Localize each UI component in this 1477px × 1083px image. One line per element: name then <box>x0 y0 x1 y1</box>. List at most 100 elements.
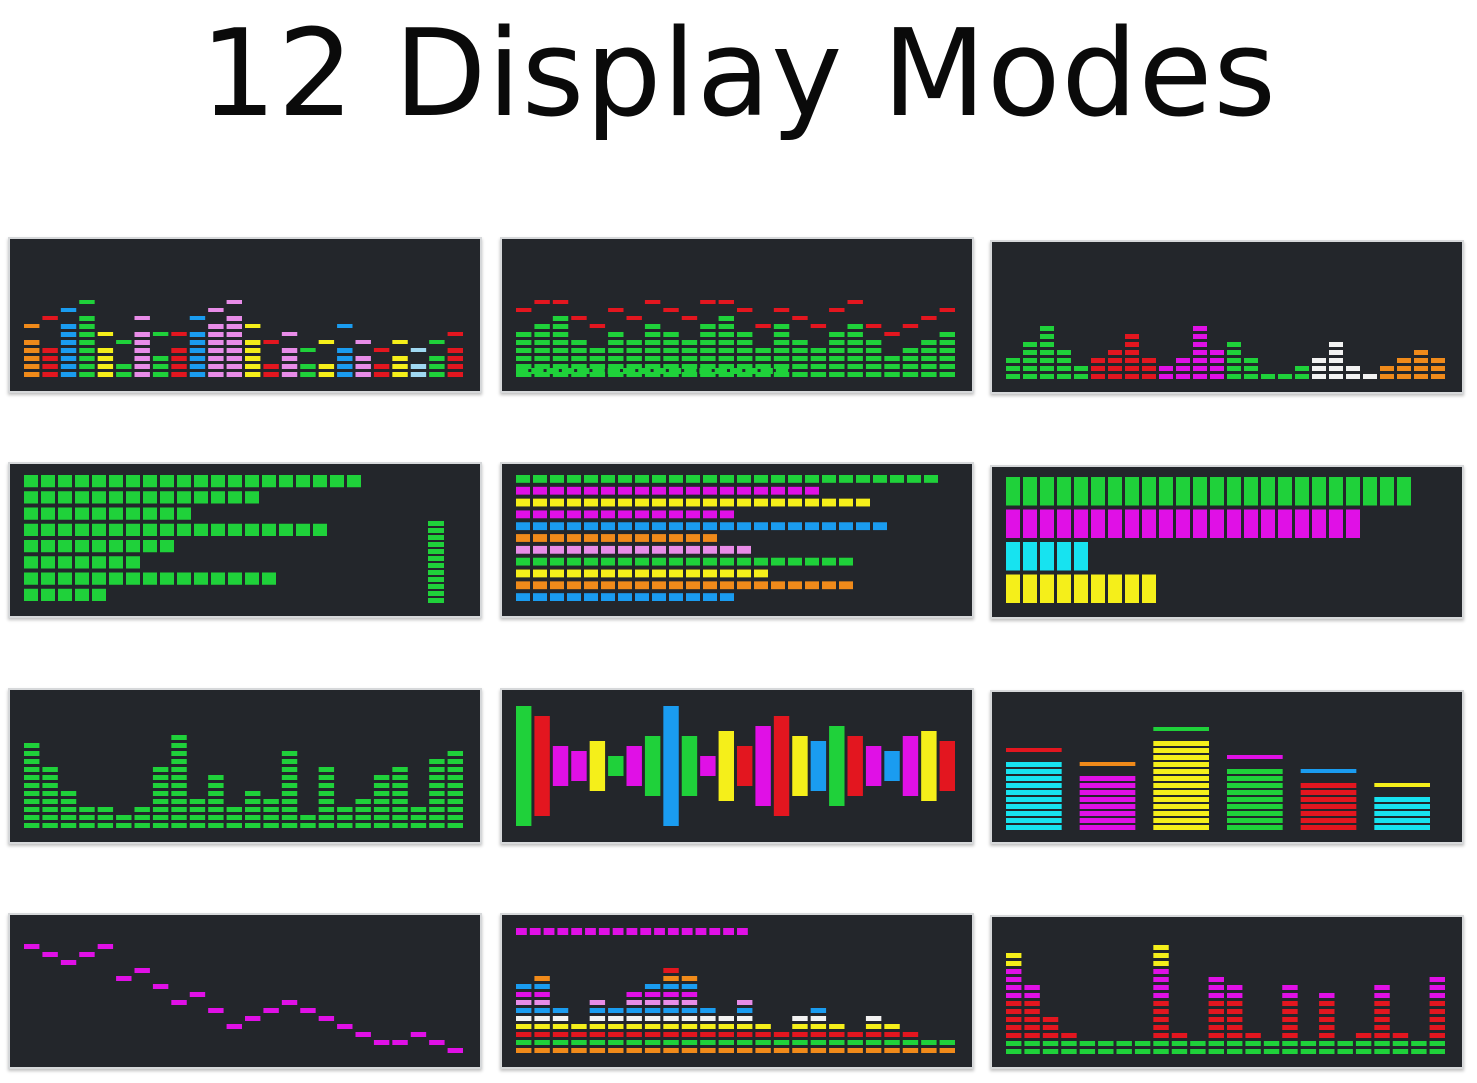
peak-marker <box>281 332 298 336</box>
row-segment <box>177 572 191 585</box>
channel-segment <box>1153 776 1209 781</box>
wave-bar <box>884 751 900 781</box>
row-segment <box>1040 574 1054 603</box>
row-segment <box>720 557 734 566</box>
bar-segment <box>60 332 77 337</box>
row-segment <box>771 557 785 566</box>
row-segment <box>143 523 157 536</box>
bar-segment <box>700 1040 716 1045</box>
bar-segment <box>281 759 298 764</box>
bar-segment <box>681 1040 698 1045</box>
bar-segment <box>1227 350 1241 355</box>
bar-segment <box>1190 1049 1206 1054</box>
bar-segment <box>608 364 624 369</box>
channel-segment <box>1153 804 1209 809</box>
peak-marker <box>829 308 845 312</box>
channel-peak <box>1006 748 1062 752</box>
channel-segment <box>1153 755 1209 760</box>
bar-segment <box>810 348 827 353</box>
bar-segment <box>829 364 845 369</box>
row-segment <box>652 534 666 542</box>
bar-segment <box>608 340 624 345</box>
bar-segment <box>1208 1017 1224 1022</box>
bar-segment <box>1006 1009 1022 1014</box>
bar-segment <box>1193 342 1207 347</box>
bar-segment <box>1006 1001 1022 1006</box>
bar-segment <box>189 807 206 812</box>
peak-marker <box>847 300 863 304</box>
bar-segment <box>737 356 753 361</box>
bar-segment <box>1282 1017 1298 1022</box>
bar-segment <box>1392 1041 1409 1046</box>
bar-segment <box>24 815 40 820</box>
bar-segment <box>1208 985 1224 990</box>
row-segment <box>75 588 89 601</box>
bar-segment <box>810 1016 827 1021</box>
peak-dot <box>429 1040 445 1045</box>
bar-segment <box>373 372 390 377</box>
row-segment <box>330 475 344 488</box>
bar-segment <box>810 356 827 361</box>
bar-segment <box>681 1008 698 1013</box>
mode-12-graphic <box>1006 945 1445 1054</box>
row-segment <box>601 557 615 566</box>
row-segment <box>533 510 547 519</box>
bar-segment <box>644 372 661 377</box>
bar-segment <box>337 807 353 812</box>
bar-segment <box>681 976 698 981</box>
bar-segment <box>737 1016 753 1021</box>
bar-segment <box>718 364 734 369</box>
bar-segment <box>902 348 919 353</box>
page-title: 12 Display Modes <box>200 5 1277 144</box>
row-segment <box>1108 477 1122 506</box>
row-segment <box>550 593 564 601</box>
bar-segment <box>24 767 40 772</box>
bar-segment <box>755 372 771 377</box>
peak-dot <box>263 1008 279 1013</box>
row-segment <box>533 545 547 554</box>
row-segment <box>177 507 191 520</box>
row-segment <box>686 545 700 554</box>
bar-segment <box>134 807 150 812</box>
row-segment <box>601 569 615 578</box>
row-segment <box>1261 477 1275 506</box>
bar-segment <box>552 1024 569 1029</box>
bar-segment <box>226 815 242 820</box>
bar-segment <box>447 807 463 812</box>
bar-segment <box>663 1040 679 1045</box>
bar-segment <box>921 372 937 377</box>
row-segment <box>652 581 666 590</box>
channel-segment <box>1300 818 1357 823</box>
header-segment <box>667 928 679 935</box>
bar-segment <box>1429 1025 1445 1030</box>
bar-segment <box>189 372 206 377</box>
row-segment <box>1244 477 1258 506</box>
bar-segment <box>847 1032 863 1037</box>
row-segment <box>41 507 55 520</box>
row-segment <box>669 486 683 495</box>
bar-segment <box>263 823 279 828</box>
bar-segment <box>589 348 606 353</box>
bar-segment <box>24 775 40 780</box>
bar-segment <box>392 791 408 796</box>
row-segment <box>669 545 683 554</box>
row-segment <box>652 522 666 531</box>
bar-segment <box>1374 1001 1390 1006</box>
bar-segment <box>700 356 716 361</box>
row-segment <box>584 593 598 601</box>
bar-segment <box>737 1024 753 1029</box>
row-segment <box>1040 542 1054 571</box>
peak-marker <box>392 340 408 344</box>
bar-segment <box>626 1000 642 1005</box>
row-segment <box>737 522 751 531</box>
bar-segment <box>1193 366 1207 371</box>
side-meter-segment <box>428 584 444 589</box>
bar-segment <box>884 1024 900 1029</box>
row-segment <box>873 475 887 483</box>
row-segment <box>822 475 836 483</box>
bar-segment <box>571 1024 587 1029</box>
bar-segment <box>884 356 900 361</box>
row-segment <box>720 522 734 531</box>
bar-segment <box>1023 358 1037 363</box>
bar-segment <box>1006 374 1020 379</box>
